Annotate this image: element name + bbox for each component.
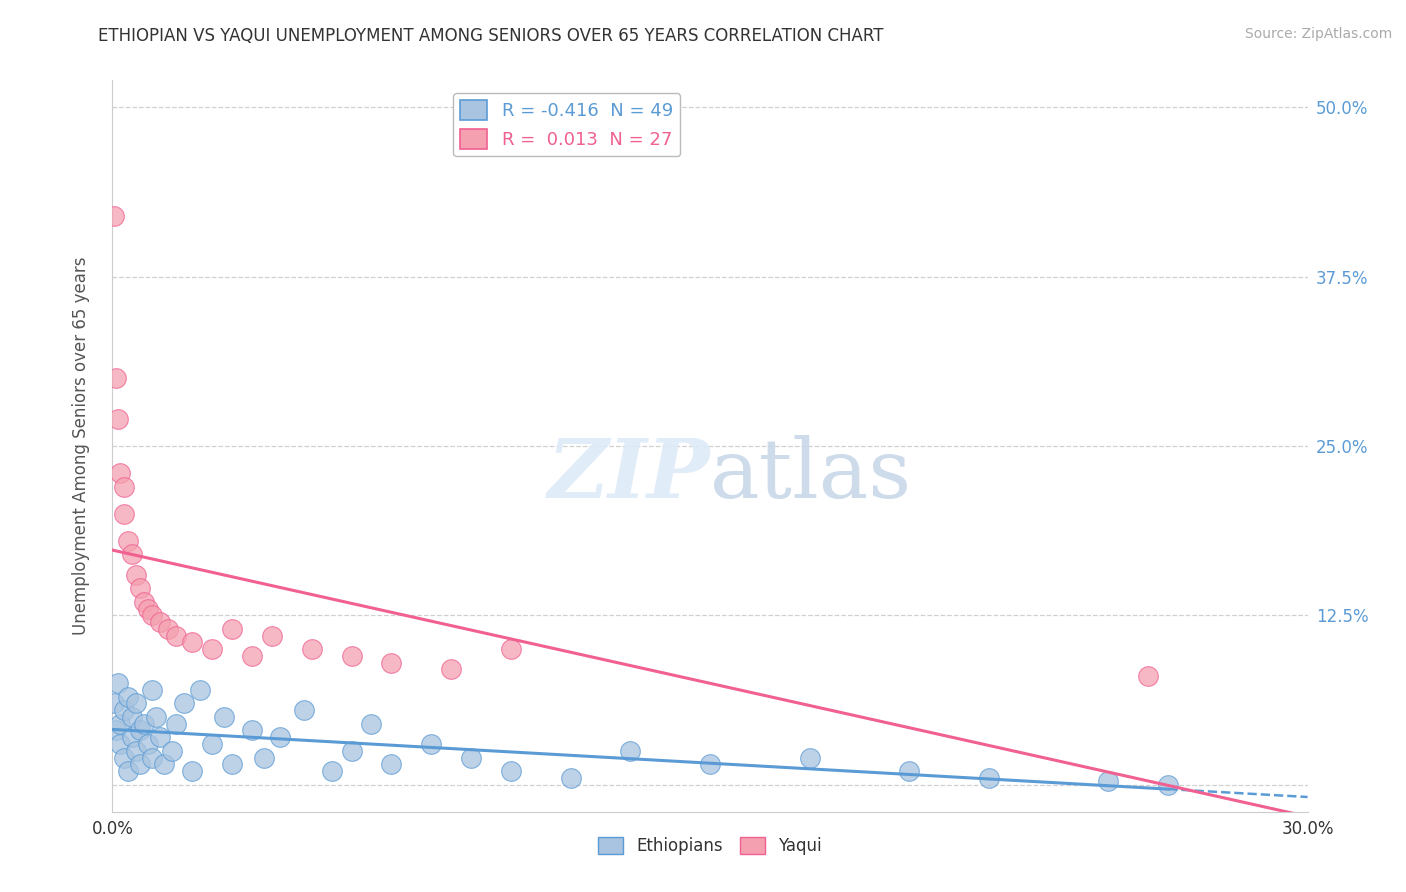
Point — [201, 642, 224, 657]
Point — [125, 697, 148, 711]
Point — [141, 750, 163, 764]
Point — [105, 723, 128, 738]
Point — [292, 703, 315, 717]
Point — [201, 737, 224, 751]
Point — [173, 697, 195, 711]
Point — [240, 723, 263, 738]
Legend: Ethiopians, Yaqui: Ethiopians, Yaqui — [592, 830, 828, 862]
Point — [125, 567, 148, 582]
Point — [149, 615, 172, 629]
Point — [162, 744, 183, 758]
Point — [121, 730, 143, 744]
Text: Source: ZipAtlas.com: Source: ZipAtlas.com — [1244, 27, 1392, 41]
Point — [560, 771, 582, 785]
Point — [499, 642, 522, 657]
Point — [898, 764, 921, 778]
Point — [121, 710, 143, 724]
Point — [221, 622, 243, 636]
Point — [269, 730, 291, 744]
Point — [253, 750, 276, 764]
Point — [1097, 773, 1119, 788]
Point — [110, 737, 132, 751]
Point — [440, 663, 463, 677]
Point — [977, 771, 1000, 785]
Point — [221, 757, 243, 772]
Y-axis label: Unemployment Among Seniors over 65 years: Unemployment Among Seniors over 65 years — [72, 257, 90, 635]
Point — [114, 750, 135, 764]
Text: atlas: atlas — [710, 435, 912, 516]
Point — [134, 716, 156, 731]
Point — [157, 622, 180, 636]
Point — [125, 744, 148, 758]
Point — [1157, 778, 1180, 792]
Point — [301, 642, 323, 657]
Point — [460, 750, 482, 764]
Point — [129, 757, 152, 772]
Point — [134, 595, 156, 609]
Point — [117, 764, 139, 778]
Point — [420, 737, 443, 751]
Point — [149, 730, 172, 744]
Point — [340, 744, 363, 758]
Point — [107, 412, 129, 426]
Point — [360, 716, 382, 731]
Point — [105, 371, 128, 385]
Point — [107, 676, 129, 690]
Point — [212, 710, 235, 724]
Point — [141, 682, 163, 697]
Point — [117, 533, 139, 548]
Point — [145, 710, 167, 724]
Point — [619, 744, 641, 758]
Point — [380, 656, 402, 670]
Point — [110, 716, 132, 731]
Point — [181, 764, 204, 778]
Point — [321, 764, 343, 778]
Point — [165, 716, 187, 731]
Point — [340, 648, 363, 663]
Point — [153, 757, 176, 772]
Point — [129, 581, 152, 595]
Point — [165, 629, 187, 643]
Point — [799, 750, 821, 764]
Text: ZIP: ZIP — [547, 435, 710, 516]
Point — [129, 723, 152, 738]
Point — [114, 507, 135, 521]
Point — [138, 737, 160, 751]
Point — [380, 757, 402, 772]
Point — [114, 480, 135, 494]
Point — [138, 601, 160, 615]
Point — [188, 682, 211, 697]
Text: ETHIOPIAN VS YAQUI UNEMPLOYMENT AMONG SENIORS OVER 65 YEARS CORRELATION CHART: ETHIOPIAN VS YAQUI UNEMPLOYMENT AMONG SE… — [98, 27, 884, 45]
Point — [699, 757, 721, 772]
Point — [103, 209, 125, 223]
Point — [103, 697, 125, 711]
Point — [110, 466, 132, 480]
Point — [499, 764, 522, 778]
Point — [121, 547, 143, 561]
Point — [117, 690, 139, 704]
Point — [1137, 669, 1160, 683]
Point — [141, 608, 163, 623]
Point — [240, 648, 263, 663]
Point — [260, 629, 283, 643]
Point — [181, 635, 204, 649]
Point — [114, 703, 135, 717]
